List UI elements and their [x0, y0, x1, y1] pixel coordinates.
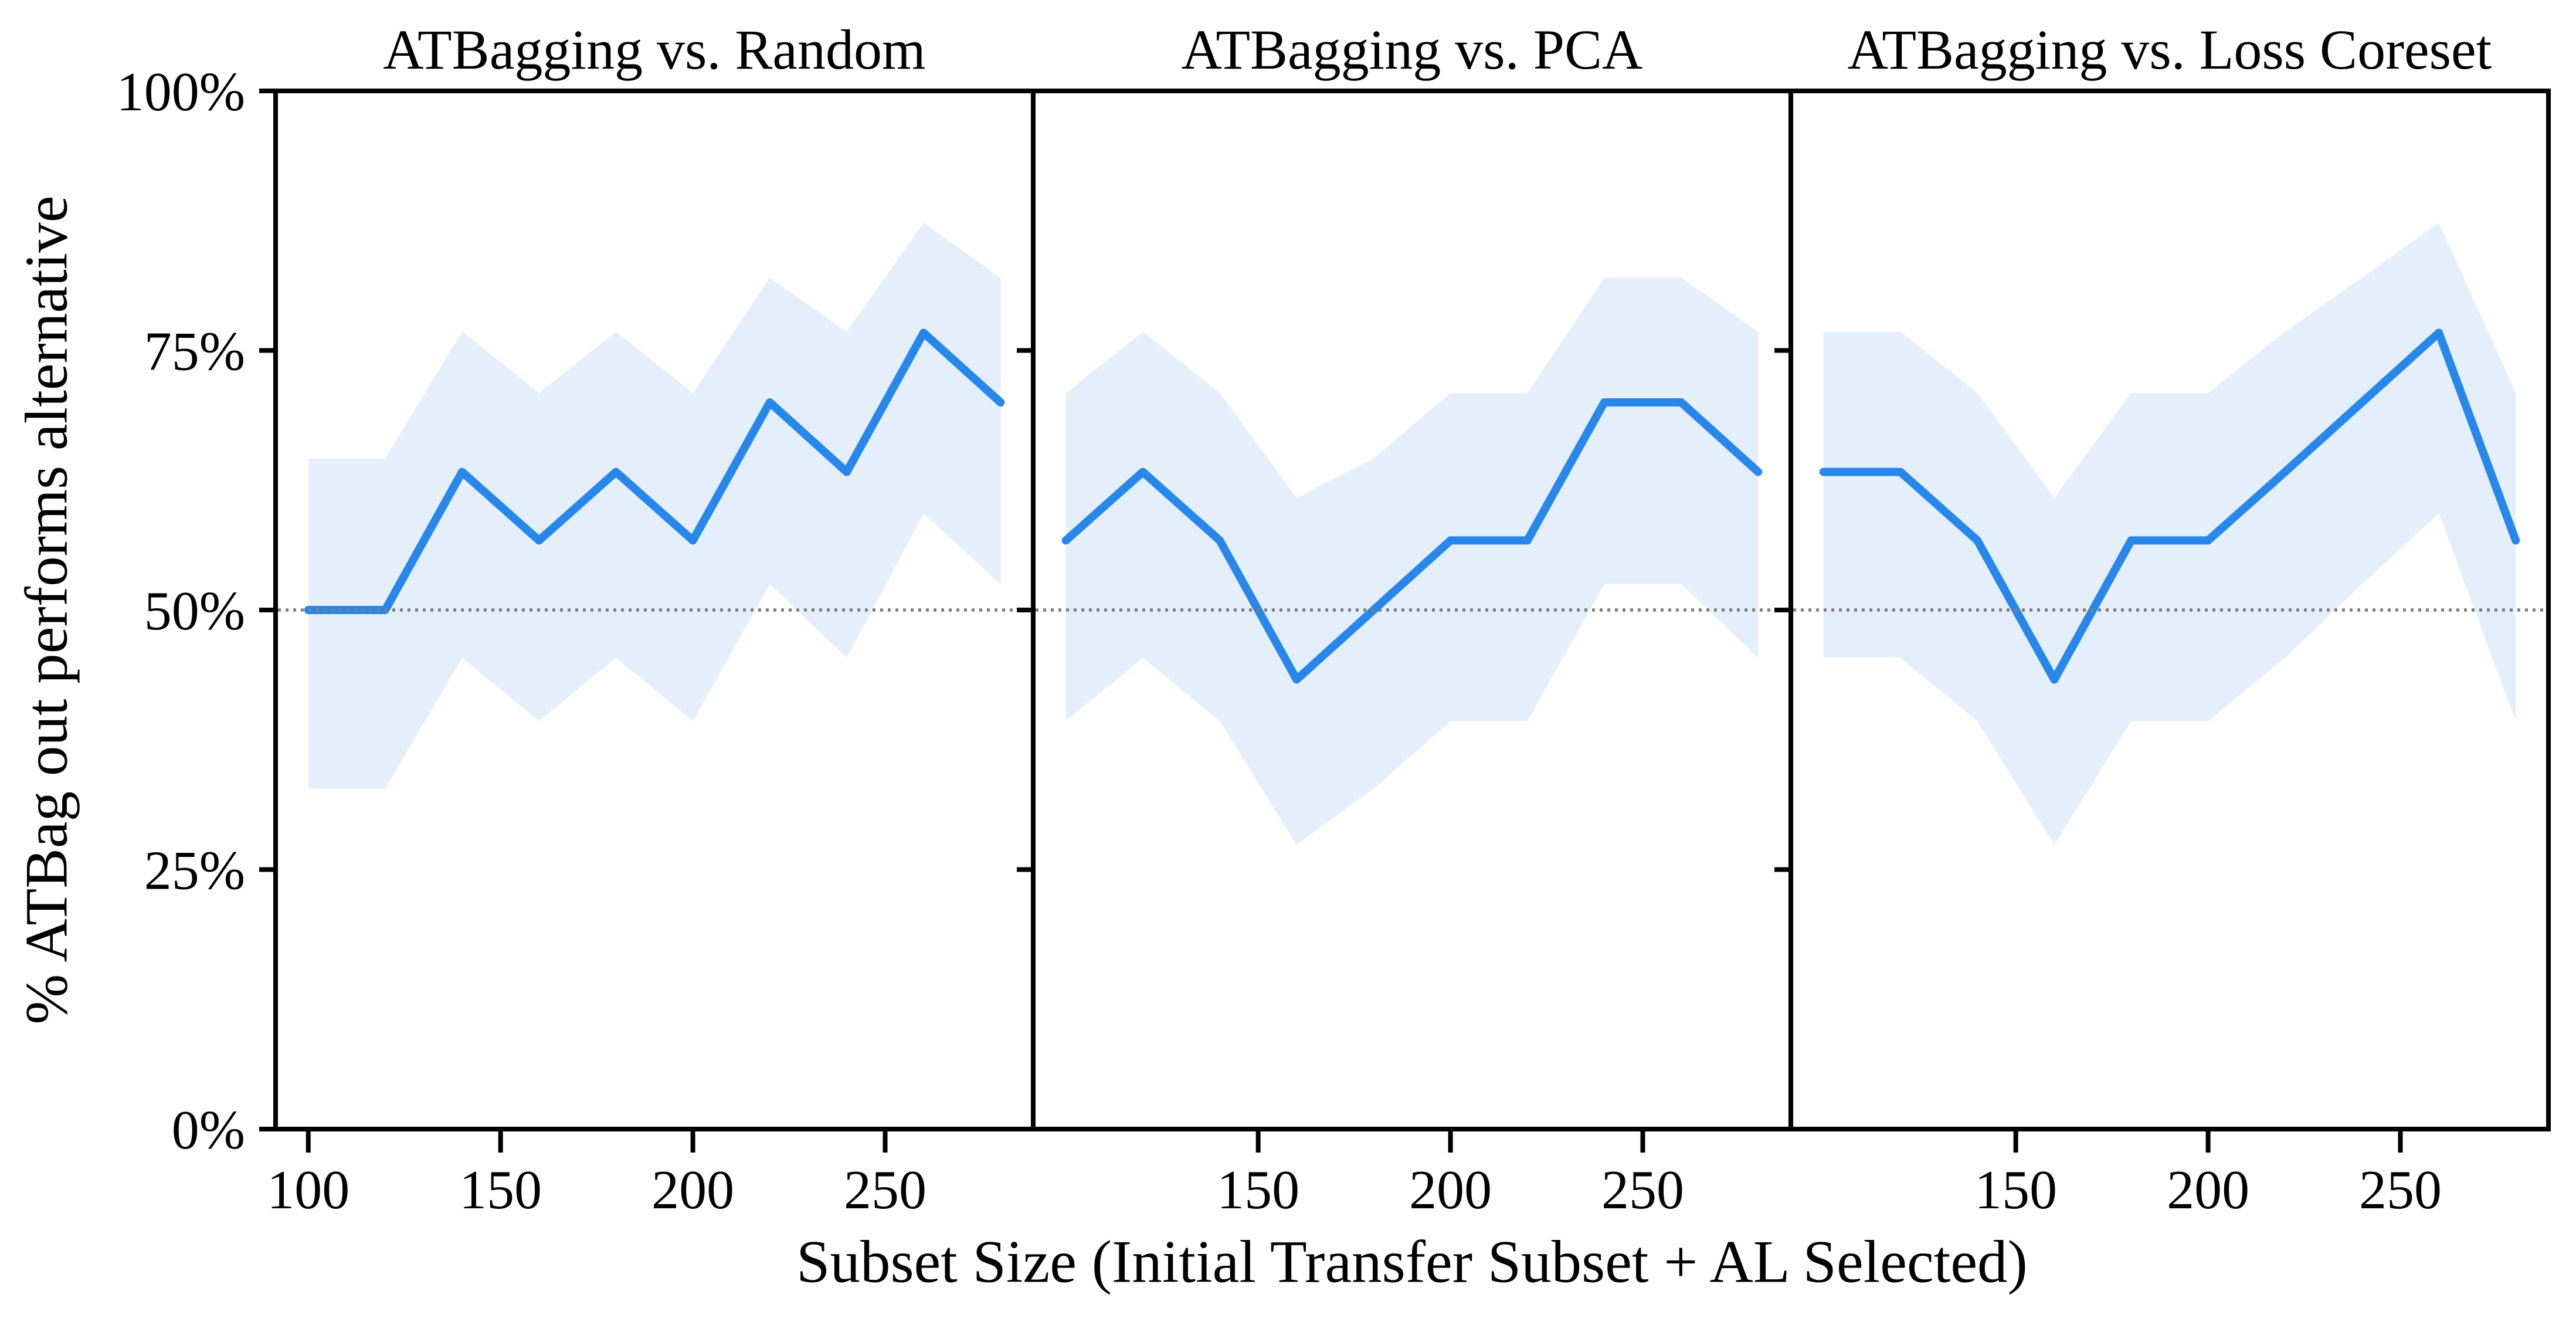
y-tick-label: 50%: [144, 581, 245, 642]
x-tick-label: 150: [1974, 1160, 2057, 1221]
x-tick-label: 100: [267, 1160, 349, 1221]
panel-title-pca: ATBagging vs. PCA: [1181, 18, 1643, 81]
x-tick-label: 200: [1409, 1160, 1492, 1221]
x-tick-label: 250: [1601, 1160, 1684, 1221]
y-tick-label: 0%: [172, 1100, 245, 1161]
x-axis-label: Subset Size (Initial Transfer Subset + A…: [796, 1228, 2028, 1296]
y-tick-label: 100%: [117, 62, 245, 123]
confidence-band: [1065, 277, 1759, 845]
x-tick-label: 150: [1217, 1160, 1299, 1221]
y-tick-label: 75%: [144, 321, 245, 382]
x-tick-label: 200: [2167, 1160, 2249, 1221]
x-tick-label: 150: [459, 1160, 542, 1221]
win-rate-line: [304, 328, 1005, 614]
x-tick-label: 250: [2359, 1160, 2442, 1221]
x-tick-label: 200: [651, 1160, 734, 1221]
win-rate-line: [1061, 398, 1763, 684]
y-axis-label: % ATBag out performs alternative: [13, 195, 80, 1025]
x-tick-label: 250: [844, 1160, 926, 1221]
y-tick-label: 25%: [144, 841, 245, 902]
panel-title-random: ATBagging vs. Random: [383, 18, 926, 81]
panel-title-loss-coreset: ATBagging vs. Loss Coreset: [1847, 18, 2492, 81]
win-rate-line: [1819, 328, 2520, 684]
confidence-band: [1823, 222, 2516, 845]
panel-frame: [1788, 89, 2551, 1131]
